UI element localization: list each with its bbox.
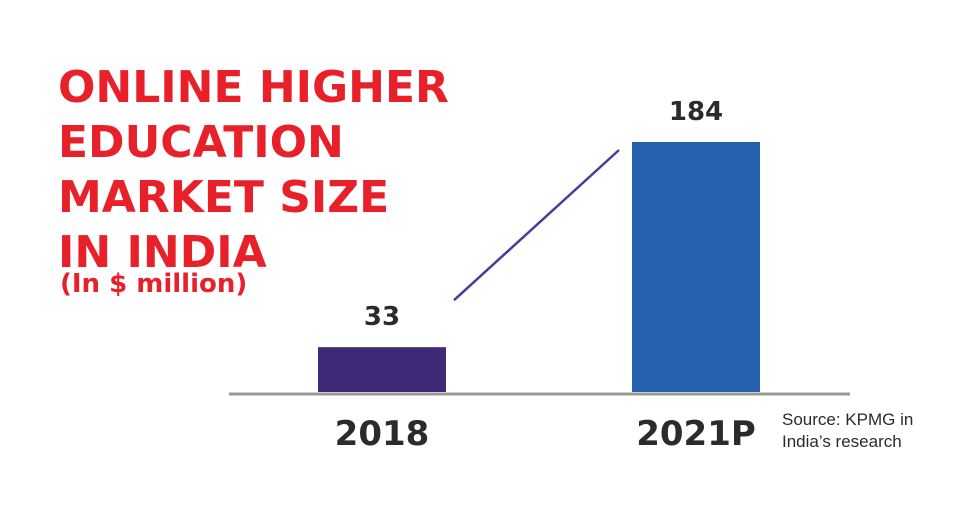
value-label-2018: 33 xyxy=(364,302,400,332)
title-line: IN INDIA xyxy=(58,227,267,278)
chart-subtitle: (In $ million) xyxy=(60,269,248,299)
category-label-2021p: 2021P xyxy=(636,414,756,454)
title-line: MARKET SIZE xyxy=(58,172,390,223)
title-line: ONLINE HIGHER xyxy=(58,62,449,113)
source-line: Source: KPMG in xyxy=(782,410,914,429)
source-line: India’s research xyxy=(782,432,902,451)
bar-2018 xyxy=(318,347,446,392)
bar-2021p xyxy=(632,142,760,392)
source-note: Source: KPMG in India’s research xyxy=(782,409,913,453)
chart-title: ONLINE HIGHER EDUCATION MARKET SIZE IN I… xyxy=(58,60,478,280)
title-line: EDUCATION xyxy=(58,117,344,168)
value-label-2021p: 184 xyxy=(669,97,723,127)
category-label-2018: 2018 xyxy=(335,414,430,454)
trend-line xyxy=(453,149,620,302)
